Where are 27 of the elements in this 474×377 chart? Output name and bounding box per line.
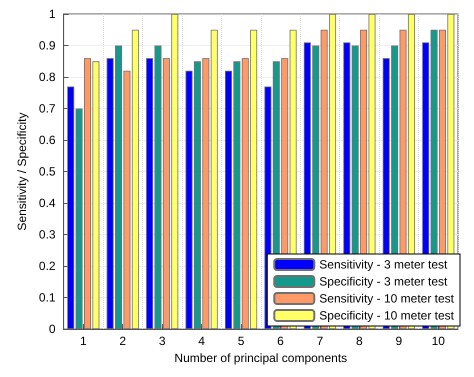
y-tick-label: 0.4 (38, 196, 56, 210)
x-tick-label: 7 (316, 334, 324, 348)
x-tick-label: 10 (432, 334, 446, 348)
y-tick-label: 0.8 (38, 70, 56, 84)
y-tick-label: 0.5 (38, 164, 56, 179)
legend-label: Specificity - 3 meter test (319, 274, 448, 288)
x-tick-label: 5 (238, 334, 245, 348)
x-axis-title: Number of principal components (174, 351, 348, 365)
y-tick-label: 0 (48, 322, 56, 336)
y-tick-label: 0.3 (38, 228, 56, 242)
x-tick-label: 6 (277, 334, 284, 348)
x-tick-label: 8 (356, 334, 364, 348)
y-tick-label: 0.6 (38, 133, 56, 148)
y-axis-title: Sensitivity / Specificity (15, 112, 29, 231)
legend-label: Specificity - 10 meter test (319, 308, 455, 322)
x-tick-label: 1 (80, 334, 87, 348)
y-tick-label: 1 (48, 7, 56, 21)
x-tick-label: 3 (158, 334, 166, 348)
x-tick-label: 2 (119, 334, 126, 348)
x-tick-label: 9 (395, 334, 402, 348)
y-tick-label: 0.2 (38, 259, 56, 274)
legend-label: Sensitivity - 10 meter test (319, 292, 455, 306)
legend-label: Sensitivity - 3 meter test (319, 258, 448, 272)
y-tick-label: 0.7 (38, 102, 56, 116)
x-tick-label: 4 (198, 334, 206, 348)
y-tick-label: 0.1 (38, 290, 56, 305)
y-tick-label: 0.9 (38, 38, 56, 53)
